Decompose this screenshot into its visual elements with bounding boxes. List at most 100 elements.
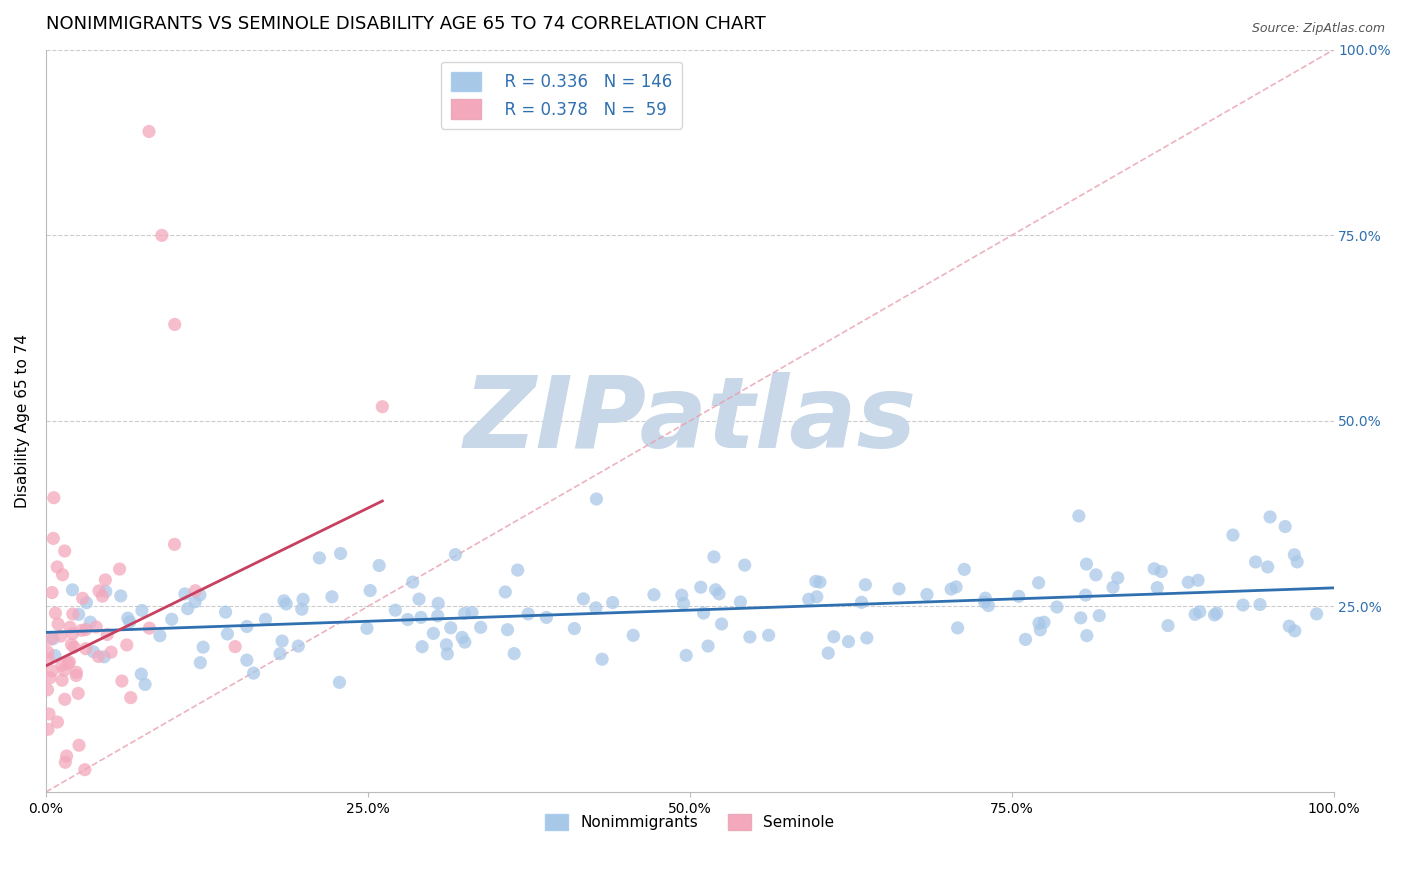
Point [1257, 560, 1279, 574]
Point [131, 667, 153, 681]
Point [108, 562, 131, 576]
Point [585, 600, 607, 615]
Point [46, 714, 69, 729]
Point [1067, 508, 1090, 523]
Point [1046, 599, 1069, 614]
Point [224, 640, 246, 654]
Point [60, 638, 83, 652]
Point [494, 585, 516, 599]
Point [42, 632, 65, 646]
Point [396, 613, 419, 627]
Point [1102, 580, 1125, 594]
Point [939, 582, 962, 596]
Point [41, 664, 63, 678]
Point [851, 595, 873, 609]
Point [1284, 548, 1306, 562]
Point [67, 738, 90, 752]
Point [138, 124, 160, 138]
Point [1076, 557, 1098, 571]
Point [131, 603, 153, 617]
Point [371, 400, 394, 414]
Point [62, 582, 84, 597]
Point [1084, 568, 1107, 582]
Point [51, 673, 73, 688]
Point [671, 588, 693, 602]
Point [470, 620, 492, 634]
Point [692, 606, 714, 620]
Point [853, 578, 876, 592]
Point [59, 620, 82, 634]
Point [291, 602, 314, 616]
Point [110, 589, 132, 603]
Point [84, 620, 107, 634]
Point [1258, 510, 1281, 524]
Point [111, 674, 134, 689]
Point [675, 648, 697, 663]
Point [236, 653, 259, 667]
Point [1074, 588, 1097, 602]
Point [37, 652, 59, 666]
Point [536, 610, 558, 624]
Point [191, 640, 214, 655]
Point [1070, 611, 1092, 625]
Point [621, 628, 644, 642]
Point [758, 628, 780, 642]
Point [63, 640, 86, 654]
Point [308, 550, 330, 565]
Point [856, 631, 879, 645]
Point [160, 612, 183, 626]
Point [242, 666, 264, 681]
Point [440, 621, 463, 635]
Point [163, 318, 186, 332]
Point [217, 627, 239, 641]
Point [94, 573, 117, 587]
Point [689, 580, 711, 594]
Point [427, 596, 450, 610]
Point [93, 649, 115, 664]
Point [1249, 598, 1271, 612]
Point [184, 595, 207, 609]
Point [506, 563, 529, 577]
Point [808, 575, 831, 590]
Point [1232, 598, 1254, 612]
Point [422, 626, 444, 640]
Point [451, 631, 474, 645]
Point [120, 690, 142, 705]
Point [1286, 555, 1309, 569]
Point [134, 677, 156, 691]
Point [461, 606, 484, 620]
Point [41, 585, 63, 599]
Point [591, 652, 613, 666]
Point [163, 537, 186, 551]
Text: Source: ZipAtlas.com: Source: ZipAtlas.com [1251, 22, 1385, 36]
Point [53, 544, 76, 558]
Point [149, 629, 172, 643]
Point [72, 591, 94, 606]
Point [62, 626, 84, 640]
Point [44, 648, 66, 663]
Point [87, 649, 110, 664]
Point [602, 595, 624, 609]
Point [804, 574, 827, 589]
Point [411, 640, 433, 654]
Point [42, 532, 65, 546]
Point [117, 611, 139, 625]
Point [710, 617, 733, 632]
Point [806, 590, 828, 604]
Point [70, 624, 93, 638]
Point [82, 645, 104, 659]
Point [703, 549, 725, 564]
Point [402, 575, 425, 590]
Point [67, 686, 90, 700]
Point [46, 617, 69, 632]
Point [269, 647, 291, 661]
Point [138, 621, 160, 635]
Point [65, 665, 87, 680]
Point [368, 558, 391, 573]
Point [75, 641, 97, 656]
Point [408, 592, 430, 607]
Point [73, 763, 96, 777]
Point [1107, 571, 1129, 585]
Point [37, 682, 59, 697]
Point [1143, 562, 1166, 576]
